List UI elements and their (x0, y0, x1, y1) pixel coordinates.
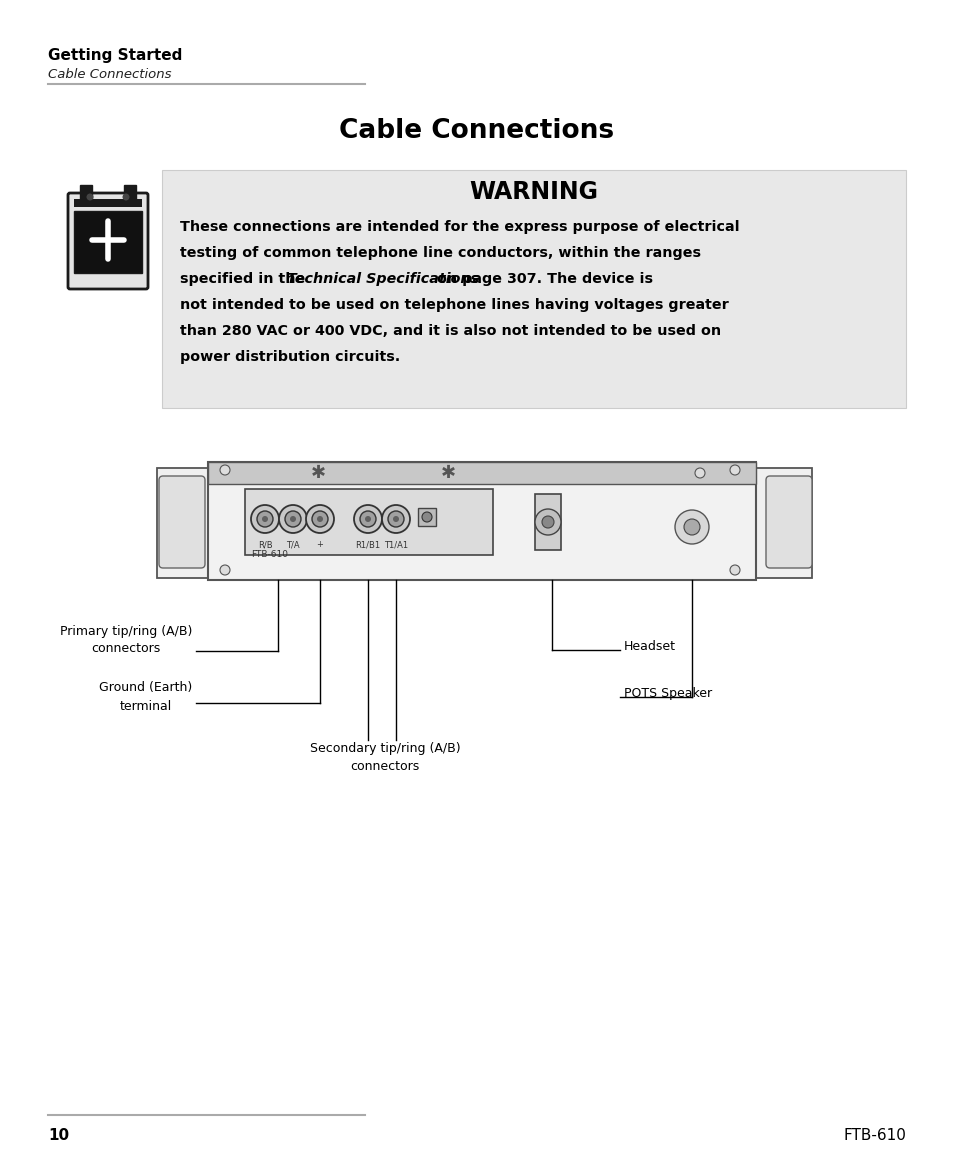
Circle shape (683, 519, 700, 535)
Text: FTB-610: FTB-610 (842, 1128, 905, 1143)
Text: on page 307. The device is: on page 307. The device is (432, 272, 652, 286)
Circle shape (541, 516, 554, 529)
Text: Cable Connections: Cable Connections (48, 68, 172, 81)
Bar (157, 468, 213, 578)
Circle shape (256, 511, 273, 527)
Circle shape (312, 511, 328, 527)
Text: than 280 VAC or 400 VDC, and it is also not intended to be used on: than 280 VAC or 400 VDC, and it is also … (180, 325, 720, 338)
Bar (124, 185, 136, 199)
Text: ✱: ✱ (440, 464, 456, 482)
FancyBboxPatch shape (162, 170, 905, 408)
Bar (208, 462, 755, 484)
Circle shape (359, 511, 375, 527)
Text: T1/A1: T1/A1 (383, 540, 408, 549)
Text: Technical Specifications: Technical Specifications (287, 272, 478, 286)
Circle shape (421, 512, 432, 522)
Text: FTB-610: FTB-610 (252, 551, 288, 559)
Circle shape (365, 516, 371, 522)
Text: Ground (Earth)
terminal: Ground (Earth) terminal (99, 681, 192, 713)
Bar (755, 468, 811, 578)
Text: testing of common telephone line conductors, within the ranges: testing of common telephone line conduct… (180, 246, 700, 260)
Circle shape (354, 505, 381, 533)
Bar (74, 199, 142, 207)
Circle shape (535, 509, 560, 535)
Text: T/A: T/A (286, 540, 299, 549)
Text: Cable Connections: Cable Connections (339, 118, 614, 144)
FancyBboxPatch shape (159, 476, 205, 568)
Circle shape (316, 516, 323, 522)
Circle shape (251, 505, 278, 533)
Text: power distribution circuits.: power distribution circuits. (180, 350, 400, 364)
Text: specified in the: specified in the (180, 272, 310, 286)
Circle shape (278, 505, 307, 533)
Bar (417, 508, 436, 526)
Text: 10: 10 (48, 1128, 69, 1143)
Text: Primary tip/ring (A/B)
connectors: Primary tip/ring (A/B) connectors (59, 625, 192, 656)
Circle shape (87, 194, 93, 201)
Text: Secondary tip/ring (A/B)
connectors: Secondary tip/ring (A/B) connectors (310, 742, 460, 773)
Bar (208, 462, 755, 580)
Circle shape (285, 511, 301, 527)
Text: R/B: R/B (257, 540, 272, 549)
Circle shape (220, 465, 230, 475)
Circle shape (220, 564, 230, 575)
Text: POTS Speaker: POTS Speaker (623, 687, 711, 700)
Circle shape (729, 465, 740, 475)
FancyBboxPatch shape (68, 194, 148, 289)
Circle shape (388, 511, 403, 527)
Text: WARNING: WARNING (469, 180, 598, 204)
Circle shape (729, 564, 740, 575)
Circle shape (290, 516, 295, 522)
Text: ✱: ✱ (310, 464, 325, 482)
Circle shape (122, 194, 130, 201)
Circle shape (262, 516, 268, 522)
Circle shape (381, 505, 410, 533)
Text: not intended to be used on telephone lines having voltages greater: not intended to be used on telephone lin… (180, 298, 728, 312)
Bar (74, 211, 142, 274)
Bar (245, 489, 493, 555)
Bar (535, 494, 560, 551)
Circle shape (306, 505, 334, 533)
Circle shape (695, 468, 704, 478)
Circle shape (675, 510, 708, 544)
Text: Headset: Headset (623, 640, 676, 653)
Bar (80, 185, 91, 199)
Text: These connections are intended for the express purpose of electrical: These connections are intended for the e… (180, 220, 739, 234)
FancyBboxPatch shape (765, 476, 811, 568)
Text: Getting Started: Getting Started (48, 48, 182, 63)
Text: +: + (316, 540, 323, 549)
Circle shape (393, 516, 398, 522)
Text: R1/B1: R1/B1 (355, 540, 380, 549)
